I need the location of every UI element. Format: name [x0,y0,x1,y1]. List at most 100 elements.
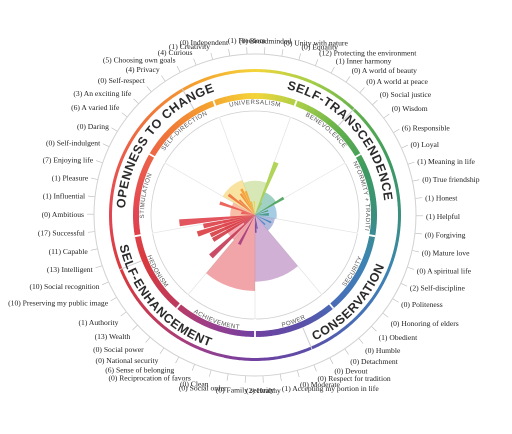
leader-line [345,76,351,83]
outer-circle [93,53,417,377]
core-divider [164,162,256,216]
leader-line [393,128,400,133]
leader-line [132,324,138,331]
core-divider [187,214,256,295]
leader-line [175,356,180,364]
leader-line [372,99,378,106]
item-label-independent: (0) Independent [180,38,229,47]
item-label-capable: (11) Capable [49,247,89,256]
item-label-responsible: (6) Responsible [402,124,451,133]
leader-line [414,232,422,235]
rings [93,53,417,377]
item-label-privacy: (4) Privacy [126,65,160,74]
leader-line [407,266,415,270]
leader-line [120,311,127,317]
item-label-a-spiritual-life: (0) A spiritual life [417,266,472,275]
leader-line [121,112,128,118]
leader-line [91,177,98,180]
item-bar-responsible [255,196,285,215]
item-bar-protecting-the-environment [255,161,279,215]
leader-line [298,53,302,61]
item-label-protecting-the-environment: (12) Protecting the environment [319,49,417,58]
item-label-influential: (1) Influential [43,192,85,201]
item-label-wisdom: (0) Wisdom [392,104,428,113]
item-label-reciprocation-of-favors: (0) Reciprocation of favors [108,374,190,383]
higher-order-band [109,69,401,361]
item-bar-accepting-my-portion-in-life [255,215,258,229]
item-label-curious: (4) Curious [158,48,193,57]
item-label-ambitious: (0) Ambitious [42,210,84,219]
higher-order-ring-edge [109,69,401,361]
leader-line [401,144,408,149]
item-bar-a-varied-life [227,193,255,215]
leader-line [159,347,165,354]
item-label-true-friendship: (0) True friendship [422,175,480,184]
leader-line [90,248,98,251]
leader-line [382,312,389,318]
leader-line [210,52,213,60]
item-bar-privacy [239,193,255,215]
item-label-sense-of-belonging: (6) Sense of belonging [105,366,174,375]
leader-line [358,338,364,344]
item-bar-an-exciting-life [238,199,255,215]
item-label-preserving-my-public-image: (10) Preserving my public image [8,299,109,308]
item-label-forgiving: (0) Forgiving [425,230,466,239]
item-label-intelligent: (13) Intelligent [47,265,94,274]
item-label-national-security: (0) National security [96,356,159,365]
item-label-politeness: (0) Politeness [401,300,443,309]
leader-line [315,59,319,66]
leader-line [208,369,212,377]
basic-value-divider [357,232,376,238]
leader-line [176,66,181,73]
wedge-security [255,215,275,231]
item-bar-self-discipline [255,215,272,224]
leader-lines [87,47,423,383]
higher-order-divider [181,88,195,110]
item-bar-helpful [255,214,269,216]
wedge-benevolence [255,191,277,215]
leader-line [191,364,195,371]
item-label-accepting-my-portion-in-life: (1) Accepting my portion in life [282,384,379,393]
item-bars [179,161,285,259]
item-label-choosing-own-goals: (5) Choosing own goals [103,56,176,65]
leader-line [226,373,229,381]
item-label-freedom: (1) Freedom [228,36,266,45]
basic-value-divider [289,100,298,118]
basic-value-divider [344,153,362,164]
item-bar-curious [244,190,255,215]
item-label-respect-for-tradition: (0) Respect for tradition [318,374,391,383]
leader-line [407,161,415,165]
leader-line [297,370,300,378]
basic-value-label-universalism: UNIVERSALISM [229,99,282,109]
item-label-successful: (17) Successful [38,229,85,238]
wedge-achievement [206,215,255,291]
item-label-family-security: (0) Family security [216,386,274,395]
item-label-helpful: (1) Helpful [426,212,460,221]
item-bar-wealth [209,215,255,259]
item-label-a-world-at-peace: (0) A world at peace [366,77,428,86]
leader-line [281,49,284,57]
leader-line [392,298,399,303]
item-label-honoring-of-elders: (0) Honoring of elders [391,319,459,328]
item-bar-enjoying-life [219,201,255,215]
leader-line [344,348,349,355]
leader-line [329,357,334,364]
item-label-clean: (0) Clean [180,380,209,389]
item-bar-freedom [253,201,255,215]
item-label-a-world-of-beauty: (0) A world of beauty [352,66,418,75]
item-label-devout: (0) Devout [334,367,368,376]
core-divider [254,214,323,295]
leader-line [412,179,420,182]
item-bar-choosing-own-goals [240,188,255,215]
item-bar-capable [203,215,255,229]
item-label-daring: (0) Daring [77,122,109,131]
higher-order-divider [302,327,313,350]
leader-line [146,86,152,92]
item-bar-sense-of-belonging [237,215,255,246]
item-label-equality: (0) Equality [302,43,339,52]
item-label-moderate: (0) Moderate [300,380,340,389]
leader-line [111,127,118,132]
item-label-self-indulgent: (0) Self-indulgent [46,139,101,148]
basic-value-divider [148,153,166,164]
